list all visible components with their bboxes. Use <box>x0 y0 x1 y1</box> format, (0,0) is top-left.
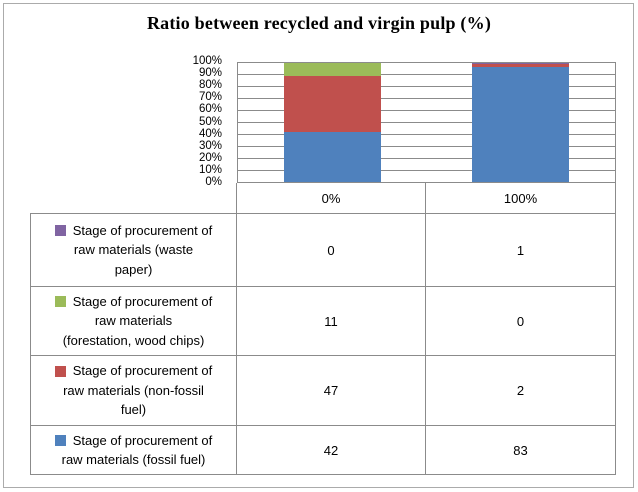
y-axis-label: 60% <box>198 103 222 116</box>
y-axis-label: 70% <box>198 91 222 104</box>
label-text: raw materials (waste <box>73 242 194 258</box>
value-cell: 11 <box>237 287 426 356</box>
label-text: (forestation, wood chips) <box>62 332 205 348</box>
gridline <box>238 86 615 88</box>
value-cell: 1 <box>426 214 616 287</box>
y-axis: 0% 10% 20% 30% 40% 50% 60% 70% 80% 90% 100% <box>0 0 222 200</box>
y-axis-label: 30% <box>198 139 222 152</box>
stacked-bar-0% <box>283 63 381 182</box>
row-label-line: raw materials (non-fossil <box>63 381 204 401</box>
label-text: Stage of procurement of <box>72 222 213 238</box>
value-cell: 0 <box>237 214 426 287</box>
label-text: raw materials (fossil fuel) <box>61 452 206 467</box>
label-text: raw materials <box>94 313 173 329</box>
label-text: fuel) <box>120 402 147 418</box>
row-label-line: Stage of procurement of <box>54 431 213 451</box>
y-axis-label: 90% <box>198 67 222 80</box>
series-label-forestation: Stage of procurement of raw materials (f… <box>30 287 237 356</box>
stacked-bar-100% <box>472 63 570 182</box>
label-text: Stage of procurement of <box>72 432 213 448</box>
label-text: raw materials (non-fossil <box>63 382 204 398</box>
row-label-line: raw materials (fossil fuel) <box>62 450 206 470</box>
row-label-line: raw materials <box>95 311 172 331</box>
data-table: 0% 100% Stage of procurement of raw mate… <box>30 183 616 475</box>
value-cell: 47 <box>237 356 426 426</box>
y-axis-label: 40% <box>198 127 222 140</box>
y-axis-label: 10% <box>198 163 222 176</box>
data-table-corner-cell <box>30 183 237 214</box>
value-cell: 83 <box>426 426 616 475</box>
label-text: Stage of procurement of <box>72 293 213 309</box>
gridline <box>238 98 615 100</box>
gridline <box>238 133 615 135</box>
bar-segment <box>472 67 570 182</box>
gridline <box>238 122 615 123</box>
row-label-line: paper) <box>115 260 153 280</box>
bar-segment <box>283 132 381 182</box>
y-axis-label: 80% <box>198 79 222 92</box>
series-label-non-fossil-fuel: Stage of procurement of raw materials (n… <box>30 356 237 426</box>
series-label-fossil-fuel: Stage of procurement of raw materials (f… <box>30 426 237 475</box>
value-cell: 0 <box>426 287 616 356</box>
gridline <box>238 74 615 76</box>
row-label-line: Stage of procurement of <box>54 292 213 312</box>
row-label-line: (forestation, wood chips) <box>63 331 205 351</box>
value-cell: 2 <box>426 356 616 426</box>
row-label-line: raw materials (waste <box>74 240 193 260</box>
gridline <box>238 110 615 112</box>
gridline <box>238 157 615 159</box>
row-label-line: fuel) <box>121 400 146 420</box>
legend-key-fossil-icon <box>54 434 66 446</box>
value-cell: 42 <box>237 426 426 475</box>
y-axis-label: 0% <box>205 176 222 188</box>
gridline <box>238 169 615 171</box>
bar-segment <box>472 64 570 68</box>
label-text: paper) <box>114 261 153 277</box>
row-label-line: Stage of procurement of <box>54 361 213 381</box>
y-axis-label: 100% <box>192 55 222 67</box>
row-label-line: Stage of procurement of <box>54 221 213 241</box>
bar-segment <box>472 63 570 65</box>
legend-key-forestation-icon <box>54 296 66 307</box>
category-header-0: 0% <box>237 183 426 214</box>
bar-segment <box>283 76 381 133</box>
gridline <box>238 145 615 147</box>
y-axis-label: 20% <box>198 151 222 164</box>
plot-area <box>237 62 616 183</box>
series-label-waste-paper: Stage of procurement of raw materials (w… <box>30 214 237 287</box>
bar-segment <box>283 63 381 77</box>
legend-key-non-fossil-icon <box>54 365 66 377</box>
legend-key-waste-paper-icon <box>54 225 66 236</box>
label-text: Stage of procurement of <box>72 363 213 379</box>
category-header-1: 100% <box>426 183 616 214</box>
chart-title: Ratio between recycled and virgin pulp (… <box>146 13 492 33</box>
y-axis-label: 50% <box>198 115 222 128</box>
